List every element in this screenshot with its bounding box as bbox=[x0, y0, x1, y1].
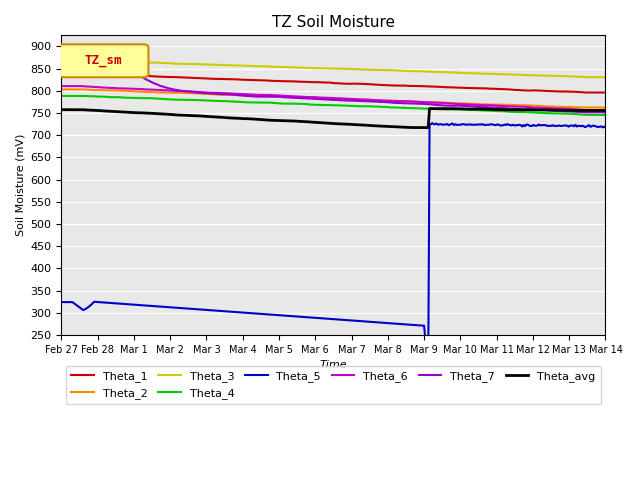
Theta_1 bbox=[58, 71, 65, 77]
Theta_avg bbox=[453, 106, 461, 111]
Theta_1 bbox=[235, 77, 243, 83]
Theta_avg bbox=[400, 124, 408, 130]
Theta_6 bbox=[400, 98, 408, 104]
Theta_4 bbox=[273, 100, 281, 106]
Theta_4 bbox=[235, 99, 243, 105]
Theta_7 bbox=[582, 109, 590, 115]
Theta_7 bbox=[602, 109, 609, 115]
Theta_2 bbox=[451, 100, 458, 106]
Theta_6 bbox=[451, 101, 458, 107]
Theta_4 bbox=[400, 105, 408, 111]
Theta_1 bbox=[123, 72, 131, 78]
Theta_5 bbox=[123, 301, 131, 307]
Theta_4 bbox=[58, 93, 65, 99]
Theta_7 bbox=[90, 50, 98, 56]
Theta_3 bbox=[273, 64, 281, 70]
Theta_2 bbox=[602, 105, 609, 110]
Line: Theta_7: Theta_7 bbox=[61, 53, 605, 112]
Theta_5 bbox=[273, 312, 281, 318]
Theta_1 bbox=[273, 78, 281, 84]
Theta_avg bbox=[123, 109, 131, 115]
Theta_7 bbox=[124, 64, 132, 70]
Theta_1 bbox=[602, 90, 609, 96]
Theta_4 bbox=[602, 112, 609, 118]
FancyBboxPatch shape bbox=[59, 44, 148, 77]
Theta_3 bbox=[582, 74, 590, 80]
Theta_2 bbox=[123, 88, 131, 94]
Theta_3 bbox=[58, 58, 65, 63]
Theta_3 bbox=[235, 63, 243, 69]
Theta_2 bbox=[453, 100, 461, 106]
Theta_2 bbox=[579, 105, 586, 110]
Theta_6 bbox=[58, 83, 65, 89]
Theta_4 bbox=[451, 107, 458, 112]
Theta_5 bbox=[400, 322, 408, 327]
Line: Theta_5: Theta_5 bbox=[61, 123, 605, 371]
Theta_4 bbox=[582, 112, 590, 118]
Theta_3 bbox=[602, 74, 609, 80]
Theta_4 bbox=[123, 95, 131, 100]
Theta_5 bbox=[235, 310, 243, 315]
Theta_5 bbox=[424, 368, 432, 374]
Theta_7 bbox=[452, 103, 460, 108]
Theta_4 bbox=[453, 107, 461, 112]
Legend: Theta_1, Theta_2, Theta_3, Theta_4, Theta_5, Theta_6, Theta_7, Theta_avg: Theta_1, Theta_2, Theta_3, Theta_4, Thet… bbox=[66, 366, 601, 404]
Theta_1 bbox=[400, 83, 408, 88]
Line: Theta_2: Theta_2 bbox=[61, 89, 605, 108]
Theta_avg bbox=[449, 106, 456, 111]
Line: Theta_3: Theta_3 bbox=[61, 60, 605, 77]
Theta_7 bbox=[454, 103, 462, 108]
Theta_6 bbox=[453, 101, 461, 107]
Y-axis label: Soil Moisture (mV): Soil Moisture (mV) bbox=[15, 134, 25, 236]
Theta_6 bbox=[602, 108, 609, 113]
Theta_2 bbox=[400, 98, 408, 104]
Theta_3 bbox=[123, 59, 131, 65]
Theta_5 bbox=[602, 123, 609, 129]
Theta_6 bbox=[273, 92, 281, 98]
Theta_avg bbox=[456, 106, 463, 112]
Theta_3 bbox=[451, 70, 458, 75]
Theta_7 bbox=[275, 94, 282, 99]
Theta_3 bbox=[453, 70, 461, 75]
Theta_7 bbox=[236, 93, 244, 98]
Theta_5 bbox=[428, 120, 436, 126]
Title: TZ Soil Moisture: TZ Soil Moisture bbox=[272, 15, 395, 30]
Theta_7 bbox=[401, 100, 409, 106]
Theta_6 bbox=[235, 91, 243, 97]
Theta_avg bbox=[58, 107, 65, 112]
Theta_avg bbox=[405, 125, 413, 131]
Theta_1 bbox=[453, 84, 461, 90]
Theta_6 bbox=[582, 108, 590, 113]
Theta_2 bbox=[235, 92, 243, 98]
Theta_7 bbox=[58, 65, 65, 71]
Theta_1 bbox=[451, 84, 458, 90]
Theta_5 bbox=[58, 299, 65, 305]
Theta_avg bbox=[602, 108, 609, 113]
Theta_5 bbox=[456, 122, 463, 128]
Theta_1 bbox=[582, 90, 590, 96]
Theta_5 bbox=[453, 122, 461, 128]
Theta_6 bbox=[123, 85, 131, 91]
X-axis label: Time: Time bbox=[319, 360, 348, 370]
Line: Theta_6: Theta_6 bbox=[61, 86, 605, 110]
Text: TZ_sm: TZ_sm bbox=[84, 54, 122, 67]
Line: Theta_4: Theta_4 bbox=[61, 96, 605, 115]
Theta_2 bbox=[273, 94, 281, 99]
Theta_avg bbox=[273, 118, 281, 123]
Line: Theta_avg: Theta_avg bbox=[61, 108, 605, 128]
Theta_3 bbox=[400, 68, 408, 73]
Theta_2 bbox=[58, 86, 65, 92]
Line: Theta_1: Theta_1 bbox=[61, 74, 605, 93]
Theta_avg bbox=[235, 116, 243, 121]
